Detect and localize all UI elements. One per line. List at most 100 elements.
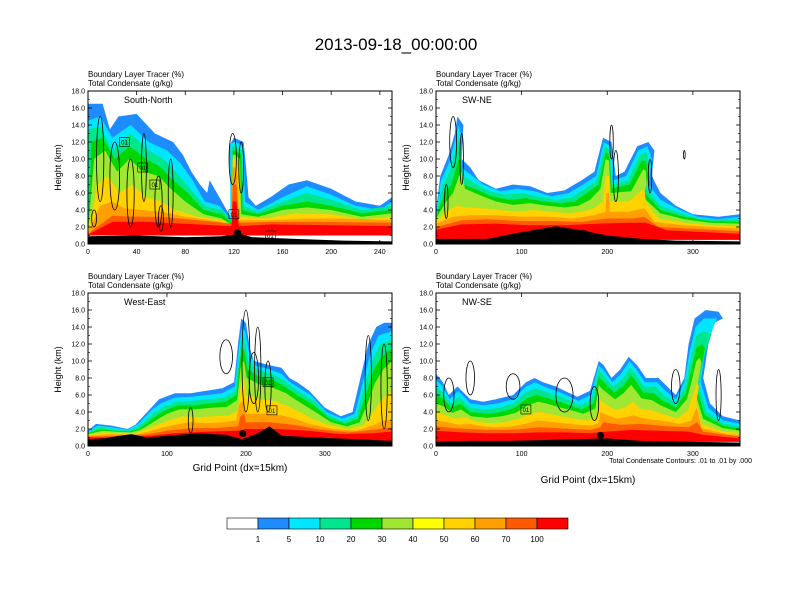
left-subtitle: Total Condensate (g/kg) — [436, 79, 521, 88]
y-tick-label: 0.0 — [75, 444, 85, 451]
contour-label-box — [119, 137, 130, 147]
condensate-contour — [715, 369, 722, 421]
y-tick-label: 10.0 — [71, 157, 85, 164]
terrain — [88, 426, 392, 446]
panel-label: West-East — [124, 297, 166, 307]
contour-label-box — [520, 404, 532, 415]
y-axis-label: Height (km) — [401, 144, 411, 191]
x-tick-label: 240 — [374, 249, 386, 256]
condensate-contour — [238, 141, 245, 194]
tracer-field — [436, 116, 740, 244]
contour-label-box — [149, 179, 161, 190]
contour-label: 01 — [269, 409, 276, 415]
y-tick-label: 4.0 — [75, 208, 85, 215]
contour-label: 01 — [152, 183, 159, 189]
contour-label: 01 — [121, 141, 128, 147]
y-tick-label: 10.0 — [71, 359, 85, 366]
condensate-contour — [91, 209, 97, 228]
left-title: Boundary Layer Tracer (%) — [88, 70, 184, 79]
y-tick-label: 14.0 — [71, 123, 85, 130]
colorbar-swatch — [536, 517, 569, 530]
colorbar-swatch — [412, 517, 445, 530]
panels: 01010101010.02.04.06.08.010.012.014.016.… — [53, 70, 741, 486]
colorbar-label: 10 — [316, 535, 325, 544]
colorbar-swatch — [226, 517, 259, 530]
colorbar-swatch — [474, 517, 507, 530]
condensate-contour — [109, 141, 121, 211]
location-marker — [239, 430, 247, 438]
colorbar-swatch — [505, 517, 538, 530]
y-tick-label: 4.0 — [423, 410, 433, 417]
footnote: Total Condensate Contours: .01 to .01 by… — [609, 458, 752, 465]
location-marker — [234, 229, 242, 236]
y-tick-label: 18.0 — [419, 89, 433, 96]
condensate-contour — [683, 150, 686, 160]
panel-label: South-North — [124, 95, 173, 105]
x-tick-label: 200 — [601, 249, 613, 256]
panel-label: NW-SE — [462, 297, 492, 307]
contour-label: 01 — [139, 166, 146, 172]
y-tick-label: 18.0 — [71, 291, 85, 298]
x-tick-label: 200 — [325, 249, 337, 256]
x-tick-label: 100 — [516, 451, 528, 458]
left-subtitle: Total Condensate (g/kg) — [436, 281, 521, 290]
condensate-contour — [459, 133, 464, 185]
tracer-field: 01 — [436, 310, 740, 446]
colorbar-label: 100 — [530, 535, 544, 544]
colorbar-swatch — [319, 517, 352, 530]
colorbar-label: 30 — [378, 535, 387, 544]
condensate-contour — [154, 175, 163, 228]
y-tick-label: 16.0 — [419, 308, 433, 315]
condensate-contour — [449, 116, 457, 168]
contour-label-box — [262, 377, 274, 388]
colorbar-label: 40 — [409, 535, 418, 544]
y-tick-label: 6.0 — [75, 191, 85, 198]
panel-label: SW-NE — [462, 95, 492, 105]
x-tick-label: 300 — [687, 249, 699, 256]
y-tick-label: 4.0 — [423, 208, 433, 215]
terrain — [436, 226, 740, 244]
y-axis-label: Height (km) — [53, 346, 63, 393]
condensate-contour — [505, 373, 521, 400]
colorbar-label: 70 — [502, 535, 511, 544]
tracer-field: 01 01 — [88, 309, 392, 446]
x-axis-label: Grid Point (dx=15km) — [541, 475, 636, 486]
y-axis-label: Height (km) — [53, 144, 63, 191]
y-tick-label: 14.0 — [419, 123, 433, 130]
panel-2: 0.0 2.0 4.0 6.0 8.0 10.0 12.0 14.0 16.0 18.0 0 100 2… — [401, 70, 741, 256]
x-tick-label: 120 — [228, 249, 240, 256]
y-tick-label: 2.0 — [75, 225, 85, 232]
colorbar-label: 20 — [347, 535, 356, 544]
x-tick-label: 40 — [133, 249, 141, 256]
location-marker — [580, 229, 588, 237]
figure-title: 2013-09-18_00:00:00 — [315, 35, 478, 54]
y-tick-label: 18.0 — [419, 291, 433, 298]
x-tick-label: 160 — [277, 249, 289, 256]
panel-1: 01 01 01 01 01 0.0 2.0 4.0 6.0 8.0 10.0 12.0 14.0 16.… — [53, 70, 393, 256]
y-tick-label: 18.0 — [71, 89, 85, 96]
y-tick-label: 4.0 — [75, 410, 85, 417]
tracer-level-10 — [88, 201, 392, 236]
condensate-contour — [126, 158, 135, 228]
y-tick-label: 16.0 — [71, 106, 85, 113]
panel-4: 01 0.0 2.0 4.0 6.0 8.0 10.0 12.0 14.0 16.0 18.0 0 10… — [401, 272, 741, 486]
y-tick-label: 12.0 — [419, 140, 433, 147]
y-tick-label: 0.0 — [423, 444, 433, 451]
y-tick-label: 0.0 — [75, 242, 85, 249]
left-title: Boundary Layer Tracer (%) — [436, 70, 532, 79]
y-tick-label: 16.0 — [419, 106, 433, 113]
y-tick-label: 16.0 — [71, 308, 85, 315]
terrain — [436, 438, 740, 446]
condensate-contour — [187, 407, 194, 434]
x-tick-label: 0 — [434, 451, 438, 458]
panel-3: 01 01 0.0 2.0 4.0 6.0 8.0 10.0 12.0 14.0 16.0 18.0 0… — [53, 272, 393, 474]
contour-label: 01 — [523, 408, 530, 414]
condensate-contour — [444, 184, 449, 219]
x-tick-label: 300 — [687, 451, 699, 458]
condensate-contour — [609, 124, 614, 160]
colorbar-swatch — [257, 517, 290, 530]
y-tick-label: 2.0 — [75, 427, 85, 434]
contour-label: 01 — [231, 213, 238, 219]
condensate-contour — [589, 386, 600, 421]
